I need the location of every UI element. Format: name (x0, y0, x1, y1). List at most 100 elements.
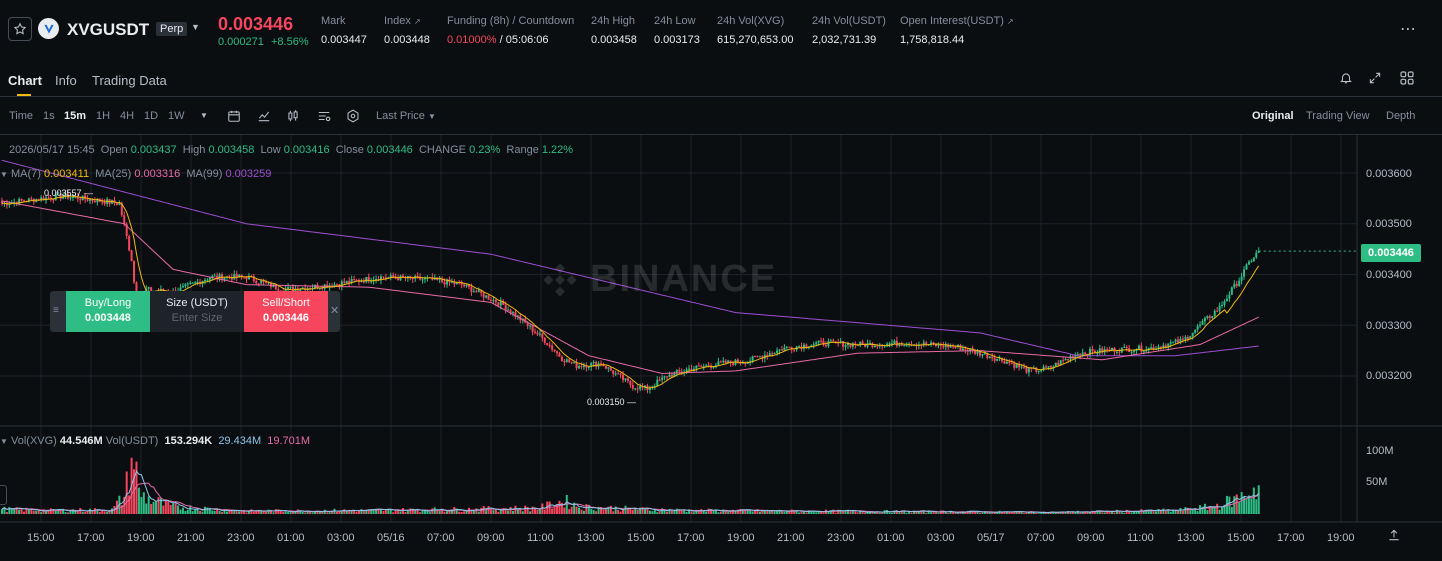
tab-info[interactable]: Info (55, 73, 77, 88)
favorite-star-button[interactable] (8, 17, 32, 41)
view-depth[interactable]: Depth (1386, 110, 1416, 122)
volume-bar (614, 506, 617, 514)
volume-bar (856, 512, 859, 514)
vol-xvg-label: Vol(XVG) (10, 435, 57, 447)
volume-bar (490, 509, 492, 514)
volume-bar (602, 509, 605, 514)
view-original[interactable]: Original (1252, 110, 1294, 122)
candle-body (277, 289, 280, 291)
display-settings-button[interactable] (345, 108, 361, 124)
volume-bar (859, 511, 862, 514)
stat-funding-value: 0.01000% / 05:06:06 (447, 34, 549, 46)
volume-bar (624, 505, 627, 514)
stat-index-label[interactable]: Index ↗ (384, 15, 421, 27)
price-chart[interactable] (0, 135, 1442, 561)
stat-open-interest-label[interactable]: Open Interest(USDT) ↗ (900, 15, 1014, 27)
view-trading-view[interactable]: Trading View (1306, 110, 1370, 122)
volume-bar (1235, 494, 1238, 514)
volume-bar (829, 510, 832, 514)
volume-bar (1035, 512, 1038, 514)
volume-bar (993, 512, 996, 514)
volume-bar (514, 505, 517, 514)
tab-chart[interactable]: Chart (8, 73, 42, 88)
ohlc-legend: 2026/05/17 15:45 Open 0.003437 High 0.00… (9, 144, 573, 156)
candle-body (622, 374, 625, 381)
candle-body (321, 287, 324, 289)
close-icon[interactable]: ✕ (330, 305, 340, 317)
interval-4h[interactable]: 4H (120, 110, 135, 122)
candle-body (609, 367, 612, 371)
interval-1s[interactable]: 1s (43, 110, 55, 122)
interval-15m[interactable]: 15m (64, 110, 87, 122)
candle-body (64, 193, 67, 197)
candle-body (1054, 362, 1057, 367)
candle-body (399, 275, 402, 281)
time-axis-label: 15:00 (627, 532, 655, 544)
volume-bar (1255, 499, 1258, 514)
interval-1h[interactable]: 1H (96, 110, 111, 122)
time-axis-label: 01:00 (277, 532, 305, 544)
chart-settings-button[interactable] (316, 108, 332, 124)
symbol-name[interactable]: XVGUSDT (67, 20, 150, 39)
volume-bar (287, 512, 290, 514)
scroll-to-latest-button[interactable] (1387, 528, 1403, 544)
volume-bar (284, 511, 287, 514)
volume-bar (159, 498, 162, 514)
volume-bar (683, 510, 686, 514)
candle-body (79, 199, 82, 201)
volume-bar (653, 509, 656, 514)
candle-body (13, 201, 16, 203)
volume-bar (1252, 487, 1255, 514)
volume-bar (1064, 511, 1067, 514)
volume-bar (1196, 511, 1199, 514)
candle-body (1145, 349, 1148, 352)
more-options-icon[interactable]: ⋯ (1400, 21, 1416, 38)
fullscreen-button[interactable] (1367, 70, 1383, 86)
time-axis-label: 23:00 (827, 532, 855, 544)
candle-body (1059, 360, 1062, 366)
candle-body (575, 362, 578, 369)
volume-bar (741, 509, 744, 514)
candle-body (893, 340, 896, 344)
interval-1w[interactable]: 1W (168, 110, 185, 122)
buy-long-button[interactable]: Buy/Long 0.003448 (66, 291, 150, 332)
candle-body (805, 344, 808, 348)
volume-bar (607, 506, 610, 514)
volume-bar (1159, 510, 1162, 514)
volume-bar (96, 509, 99, 514)
layout-button[interactable] (1398, 69, 1416, 87)
size-input[interactable]: Size (USDT) Enter Size (150, 291, 244, 332)
volume-bar (849, 511, 852, 514)
candle-type-button[interactable] (285, 108, 301, 124)
volume-bar (952, 512, 955, 514)
price-alert-button[interactable] (1338, 70, 1354, 86)
buy-long-price: 0.003448 (85, 312, 131, 324)
volume-legend: ▼ Vol(XVG) 44.546M Vol(USDT) 153.294K 29… (0, 435, 310, 447)
candle-body (1162, 345, 1165, 349)
volume-bar (235, 511, 238, 514)
collapse-arrow-icon[interactable]: ▼ (0, 437, 8, 446)
sell-short-button[interactable]: Sell/Short 0.003446 (244, 291, 328, 332)
candle-body (705, 365, 708, 367)
candle-body (1005, 361, 1008, 364)
volume-bar (670, 510, 673, 514)
price-type-select[interactable]: Last Price ▼ (376, 110, 436, 122)
time-axis-label: 17:00 (677, 532, 705, 544)
candle-body (360, 280, 363, 282)
tab-trading-data[interactable]: Trading Data (92, 73, 167, 88)
volume-bar (656, 512, 659, 514)
drag-handle-icon[interactable]: ≡ (53, 305, 59, 316)
candle-body (526, 322, 529, 326)
interval-dropdown-icon[interactable]: ▼ (200, 111, 208, 120)
candle-body (886, 343, 889, 346)
left-scroll-arrow[interactable] (0, 485, 7, 505)
volume-bar (221, 511, 224, 514)
symbol-dropdown-icon[interactable]: ▼ (191, 22, 200, 32)
indicator-button[interactable] (256, 108, 272, 124)
collapse-arrow-icon[interactable]: ▼ (0, 170, 8, 179)
interval-1d[interactable]: 1D (144, 110, 159, 122)
candle-body (504, 304, 507, 310)
candle-body (1203, 317, 1206, 322)
calendar-button[interactable] (226, 108, 242, 124)
volume-bar (174, 503, 177, 514)
